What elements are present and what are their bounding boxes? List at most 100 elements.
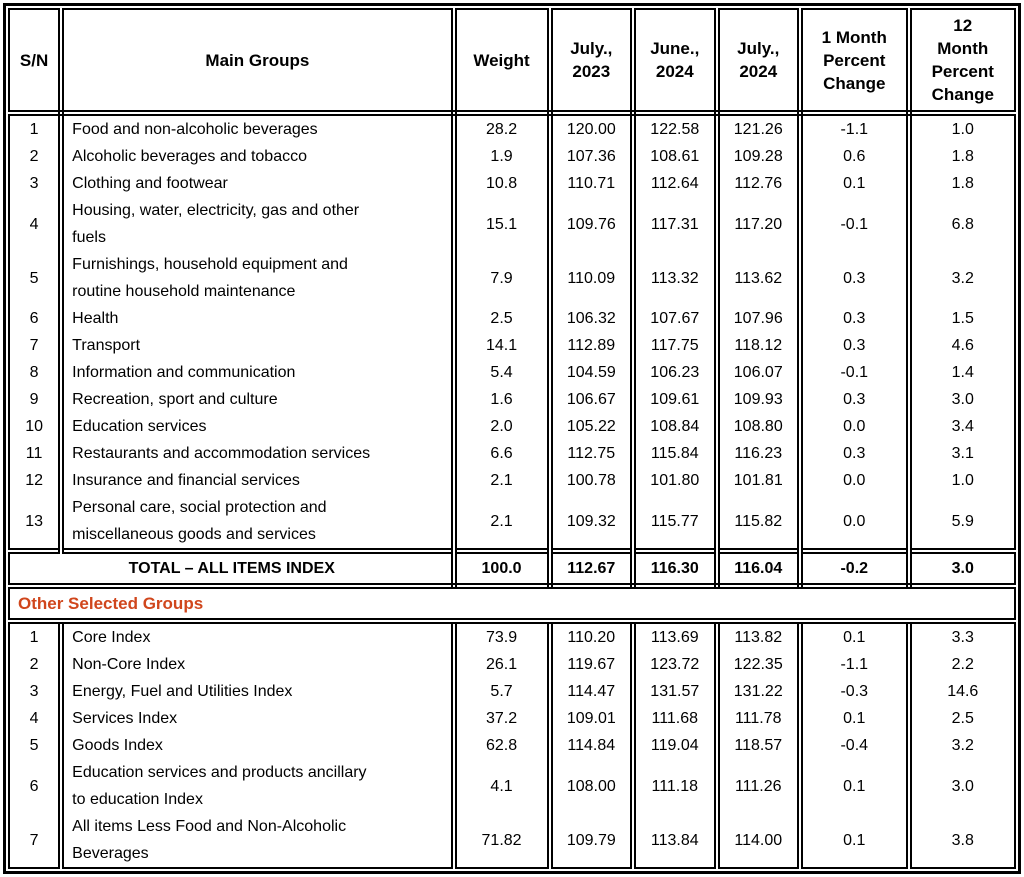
table-row: 8 Information and communication 5.4 104.59 1…: [7, 359, 1017, 386]
m1-cell: 0.1: [797, 759, 912, 813]
group-cell: Energy, Fuel and Utilities Index: [58, 678, 457, 705]
weight-cell: 7.9: [450, 251, 553, 305]
jul23-cell: 109.01: [546, 705, 637, 732]
table-row: 12 Insurance and financial services 2.1 100…: [7, 467, 1017, 494]
jul23-cell: 109.76: [546, 197, 637, 251]
sn-cell: 10: [7, 413, 65, 440]
jun24-cell: 108.84: [630, 413, 720, 440]
header-weight: Weight: [450, 8, 553, 116]
table-row: 1 Food and non-alcoholic beverages 28.2 120…: [7, 113, 1017, 143]
m12-cell: 3.1: [905, 440, 1017, 467]
group-cell: Non-Core Index: [58, 651, 457, 678]
m12-cell: 3.2: [905, 732, 1017, 759]
m12-cell: 1.8: [905, 143, 1017, 170]
group-cell: Recreation, sport and culture: [58, 386, 457, 413]
header-july-2024: July., 2024: [713, 8, 804, 116]
m1-cell: 0.3: [797, 386, 912, 413]
m1-cell: -1.1: [797, 113, 912, 143]
sn-cell: 9: [7, 386, 65, 413]
table-row: 3 Clothing and footwear 10.8 110.71 112.64 11…: [7, 170, 1017, 197]
sn-cell: 13: [7, 494, 65, 551]
jul24-cell: 101.81: [713, 467, 804, 494]
jul23-cell: 110.20: [546, 621, 637, 651]
jul24-cell: 121.26: [713, 113, 804, 143]
m12-cell: 3.0: [905, 386, 1017, 413]
jul24-cell: 113.82: [713, 621, 804, 651]
table-row: 13 Personal care, social protection and m…: [7, 494, 1017, 551]
m1-cell: -1.1: [797, 651, 912, 678]
jun24-cell: 113.32: [630, 251, 720, 305]
weight-cell: 26.1: [450, 651, 553, 678]
jul23-cell: 114.84: [546, 732, 637, 759]
weight-cell: 4.1: [450, 759, 553, 813]
weight-cell: 5.4: [450, 359, 553, 386]
jul23-cell: 108.00: [546, 759, 637, 813]
header-1-month-change: 1 Month Percent Change: [797, 8, 912, 116]
weight-cell: 2.5: [450, 305, 553, 332]
group-cell: Health: [58, 305, 457, 332]
group-cell: Transport: [58, 332, 457, 359]
m12-cell: 1.8: [905, 170, 1017, 197]
header-main-groups: Main Groups: [58, 8, 457, 116]
jun24-cell: 111.68: [630, 705, 720, 732]
m12-cell: 1.5: [905, 305, 1017, 332]
jul23-cell: 112.75: [546, 440, 637, 467]
weight-cell: 1.9: [450, 143, 553, 170]
sn-cell: 11: [7, 440, 65, 467]
jul24-cell: 114.00: [713, 813, 804, 869]
weight-cell: 6.6: [450, 440, 553, 467]
jul24-cell: 118.12: [713, 332, 804, 359]
m1-cell: 0.3: [797, 305, 912, 332]
group-cell: Clothing and footwear: [58, 170, 457, 197]
table-row: 5 Goods Index 62.8 114.84 119.04 118.57 -0.4 3.…: [7, 732, 1017, 759]
cpi-index-table: S/N Main Groups Weight July., 2023 June.…: [3, 3, 1021, 874]
group-cell: Core Index: [58, 621, 457, 651]
weight-cell: 1.6: [450, 386, 553, 413]
jul24-cell: 122.35: [713, 651, 804, 678]
sn-cell: 8: [7, 359, 65, 386]
jul24-cell: 107.96: [713, 305, 804, 332]
m1-cell: 0.6: [797, 143, 912, 170]
jun24-cell: 117.75: [630, 332, 720, 359]
total-label-cell: TOTAL – ALL ITEMS INDEX: [8, 548, 457, 589]
weight-cell: 10.8: [450, 170, 553, 197]
jun24-cell: 115.77: [630, 494, 720, 551]
table-row: 2 Non-Core Index 26.1 119.67 123.72 122.35 -1.…: [7, 651, 1017, 678]
jun24-cell: 122.58: [630, 113, 720, 143]
weight-cell: 71.82: [450, 813, 553, 869]
sn-cell: 2: [7, 143, 65, 170]
sn-cell: 1: [7, 113, 65, 143]
jul23-cell: 114.47: [546, 678, 637, 705]
header-sn: S/N: [7, 8, 65, 116]
group-cell: Alcoholic beverages and tobacco: [58, 143, 457, 170]
m1-cell: 0.1: [797, 621, 912, 651]
weight-cell: 2.1: [450, 494, 553, 551]
sn-cell: 6: [7, 759, 65, 813]
m12-cell: 6.8: [905, 197, 1017, 251]
group-cell: Education services and products ancillar…: [58, 759, 457, 813]
jun24-cell: 119.04: [630, 732, 720, 759]
m1-cell: 0.0: [797, 467, 912, 494]
table-row: 11 Restaurants and accommodation services…: [7, 440, 1017, 467]
table-row: 1 Core Index 73.9 110.20 113.69 113.82 0.1 3.3: [7, 621, 1017, 651]
m12-cell: 14.6: [905, 678, 1017, 705]
table-row: 3 Energy, Fuel and Utilities Index 5.7 114.…: [7, 678, 1017, 705]
m12-cell: 5.9: [905, 494, 1017, 551]
table-row: 6 Health 2.5 106.32 107.67 107.96 0.3 1.5: [7, 305, 1017, 332]
m1-cell: 0.0: [797, 494, 912, 551]
group-cell: Food and non-alcoholic beverages: [58, 113, 457, 143]
sn-cell: 6: [7, 305, 65, 332]
weight-cell: 15.1: [450, 197, 553, 251]
table-row: 6 Education services and products ancilla…: [7, 759, 1017, 813]
group-cell: All items Less Food and Non-Alcoholic Be…: [58, 813, 457, 869]
jul23-cell: 109.32: [546, 494, 637, 551]
price-index-table: S/N Main Groups Weight July., 2023 June.…: [7, 8, 1017, 869]
m12-cell: 3.8: [905, 813, 1017, 869]
group-cell: Insurance and financial services: [58, 467, 457, 494]
sn-cell: 7: [7, 813, 65, 869]
table-row: 9 Recreation, sport and culture 1.6 106.67 1…: [7, 386, 1017, 413]
sn-cell: 4: [7, 197, 65, 251]
jun24-cell: 115.84: [630, 440, 720, 467]
sn-cell: 5: [7, 732, 65, 759]
